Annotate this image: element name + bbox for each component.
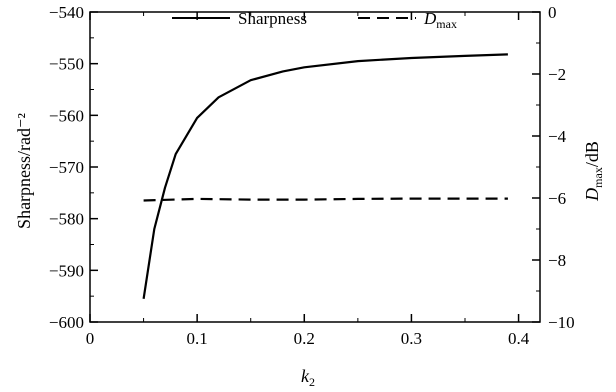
legend-dmax-main: D: [423, 9, 437, 28]
y-axis-right-title-unit: /dB: [582, 141, 602, 167]
y-left-tick-label: −570: [49, 158, 84, 177]
y-axis-left-title: Sharpness/rad⁻²: [14, 113, 34, 229]
series-dmax-line: [143, 197, 508, 202]
series-sharpness-line: [142, 53, 508, 299]
y-right-tick-label: −10: [548, 313, 575, 332]
x-axis-title-main: k: [301, 366, 310, 386]
x-tick-label: 0.1: [187, 329, 208, 348]
y-right-tick-label: −6: [548, 189, 566, 208]
x-tick-label: 0.2: [294, 329, 315, 348]
y-right-tick-label: −2: [548, 65, 566, 84]
y-left-tick-label: −590: [49, 261, 84, 280]
y-left-tick-label: −600: [49, 313, 84, 332]
x-tick-label: 0.3: [401, 329, 422, 348]
plot-area: 0 0.1 0.2 0.3 0.4−540−550−560−570−580−590−60…: [49, 3, 575, 348]
y-left-tick-label: −550: [49, 55, 84, 74]
legend-dmax-sub: max: [436, 17, 457, 31]
legend: Sharpness Dmax: [172, 9, 457, 31]
y-left-tick-label: −560: [49, 106, 84, 125]
y-left-tick-label: −580: [49, 210, 84, 229]
legend-dmax-label: Dmax: [423, 9, 457, 31]
y-axis-right-title: Dmax/dB: [582, 141, 605, 202]
y-right-tick-label: −8: [548, 251, 566, 270]
plot-frame: [89, 11, 541, 323]
legend-sharpness-label: Sharpness: [238, 9, 307, 28]
y-right-tick-label: 0: [548, 3, 557, 22]
x-tick-label: 0.4: [508, 329, 530, 348]
x-axis-title-sub: 2: [309, 375, 315, 389]
x-axis-title: k2: [301, 366, 315, 389]
y-right-tick-label: −4: [548, 127, 567, 146]
y-axis-right-title-main: D: [582, 188, 602, 202]
x-tick-label: 0: [86, 329, 95, 348]
y-axis-right-title-sub: max: [591, 167, 605, 188]
y-left-tick-label: −540: [49, 3, 84, 22]
